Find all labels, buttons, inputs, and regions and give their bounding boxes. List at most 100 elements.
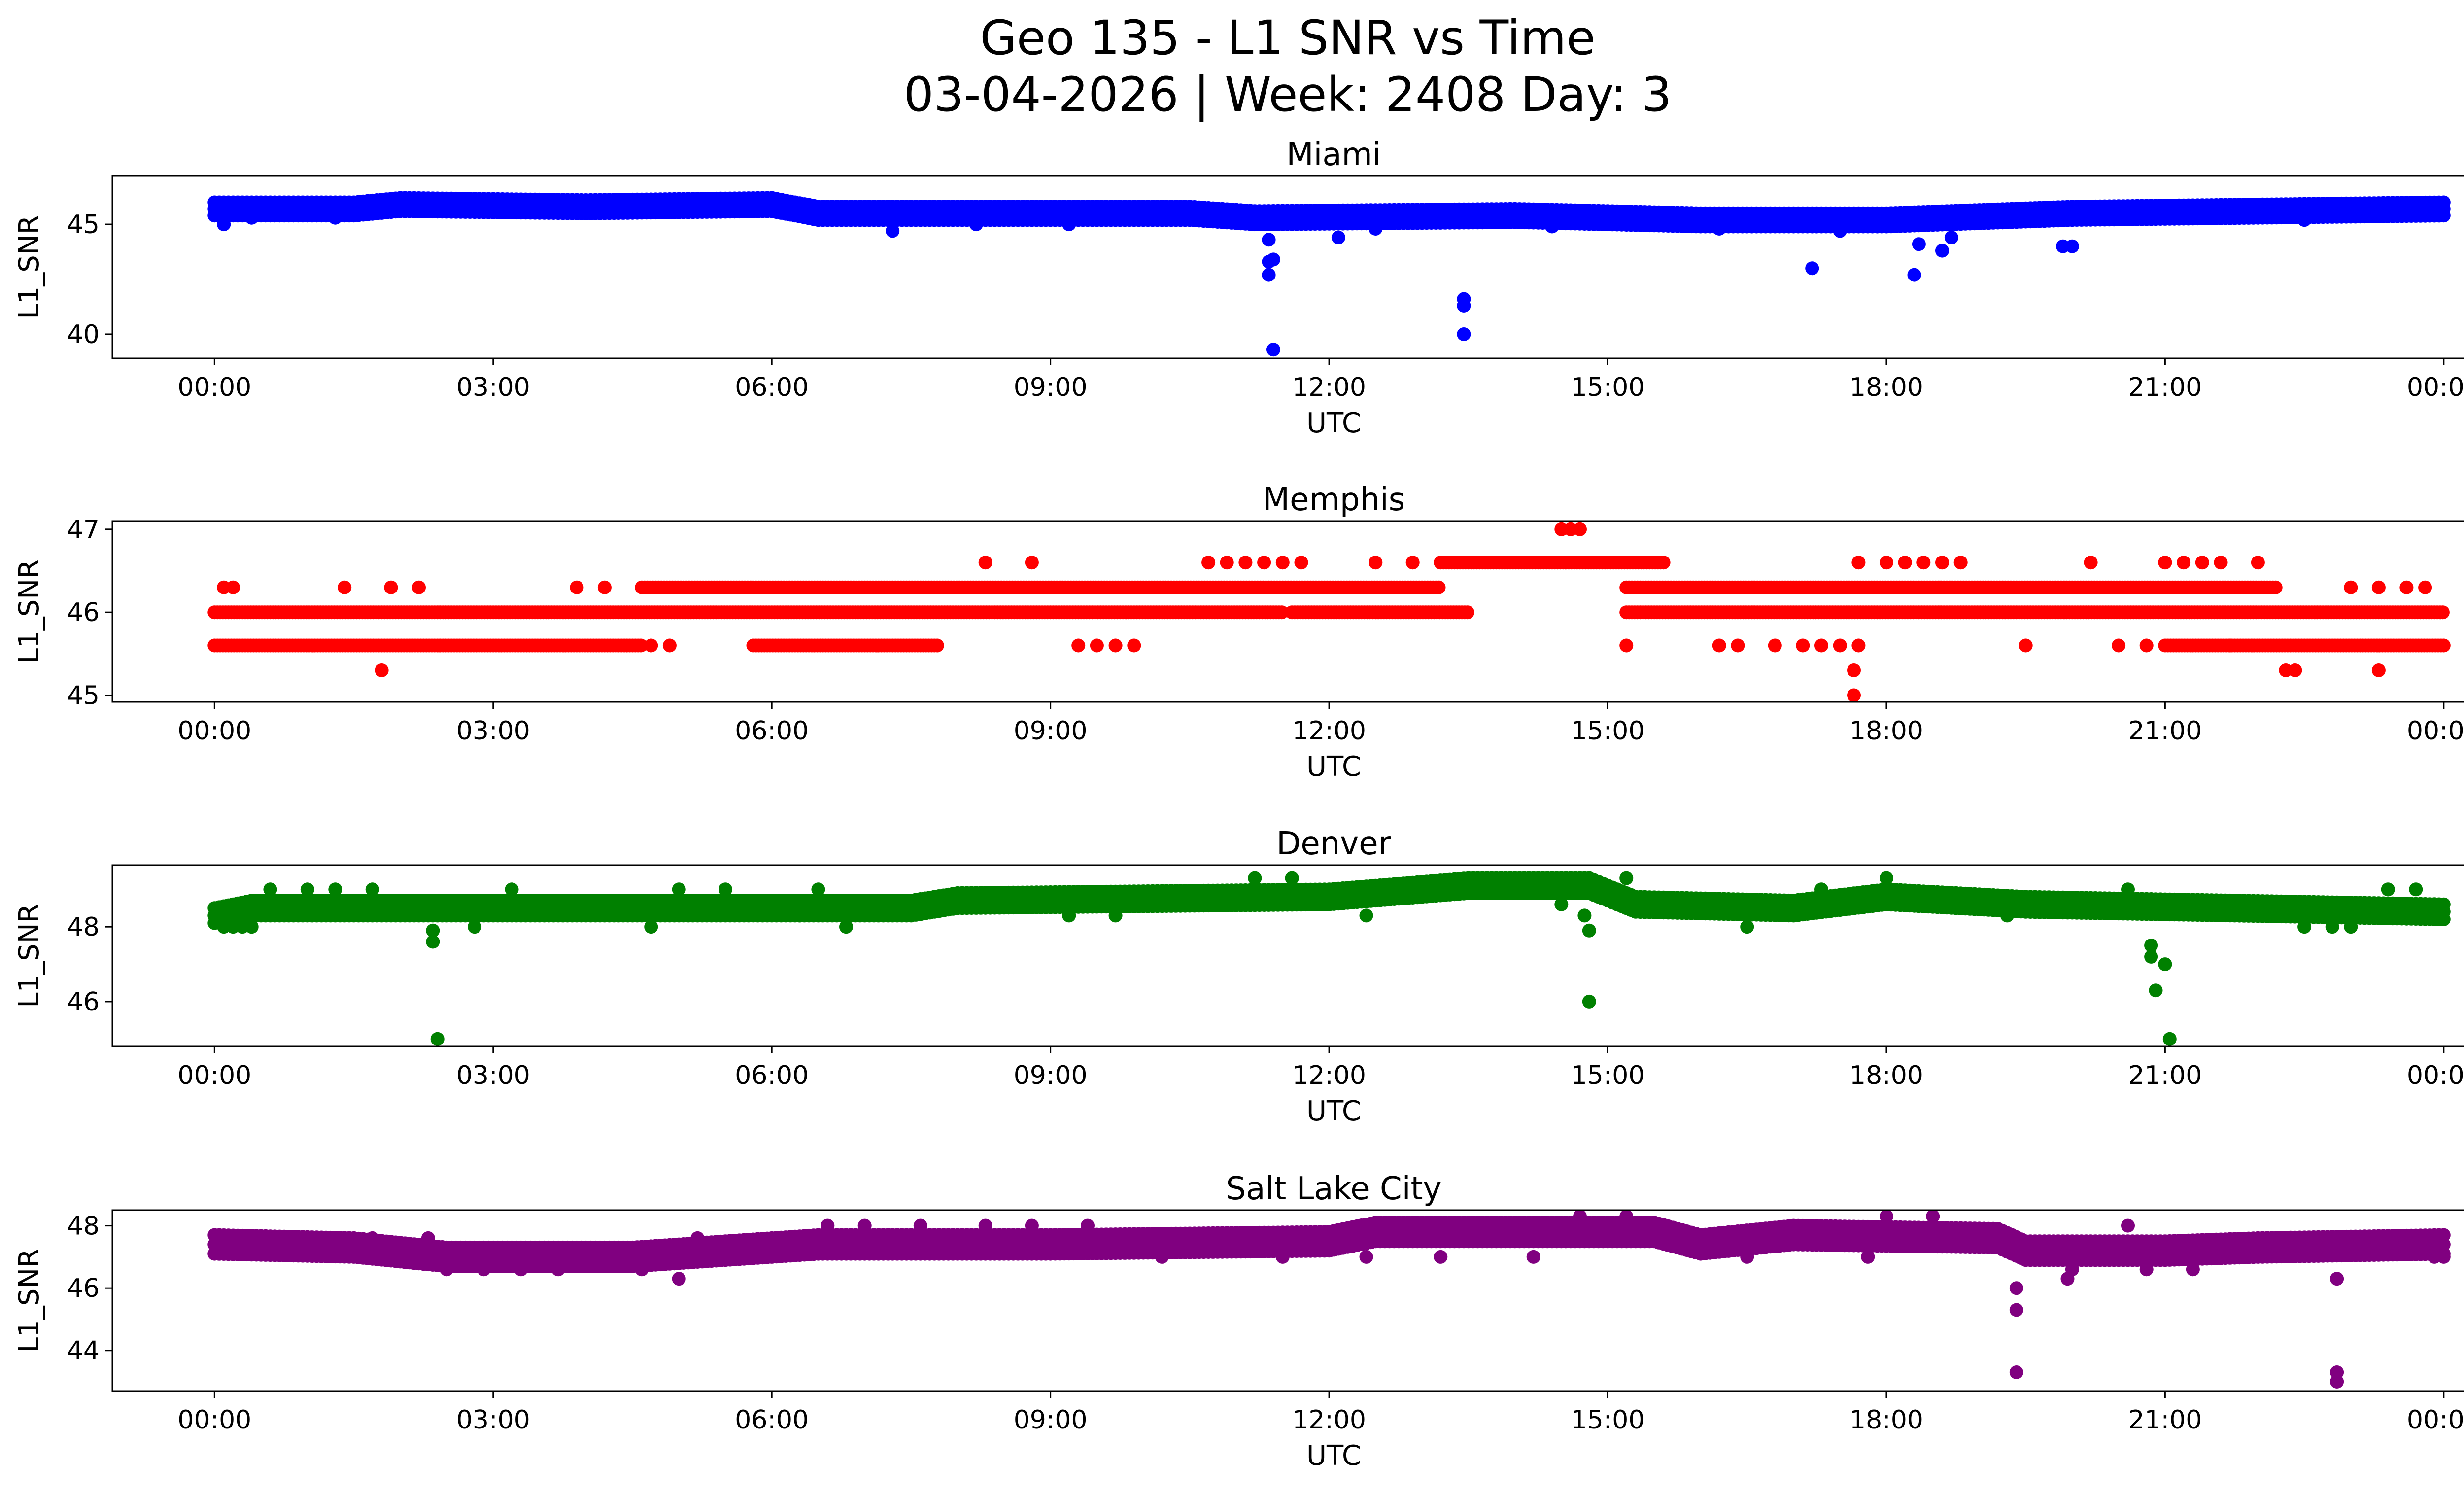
data-point bbox=[226, 581, 240, 594]
outlier-point bbox=[1545, 220, 1559, 234]
x-tick-label: 09:00 bbox=[1014, 373, 1088, 402]
outlier-point bbox=[2344, 920, 2358, 934]
outlier-point bbox=[1266, 343, 1280, 356]
outlier-point bbox=[2409, 882, 2423, 896]
x-tick-label: 06:00 bbox=[735, 716, 809, 746]
outlier-point bbox=[468, 920, 481, 934]
outlier-point bbox=[1935, 244, 1949, 258]
data-point bbox=[384, 581, 398, 594]
y-tick-label: 48 bbox=[67, 912, 100, 942]
x-tick-label: 21:00 bbox=[2128, 1061, 2202, 1090]
outlier-point bbox=[1814, 882, 1828, 896]
outlier-point bbox=[366, 882, 379, 896]
data-point bbox=[2251, 556, 2265, 569]
x-axis-label: UTC bbox=[1306, 1095, 1361, 1127]
outlier-point bbox=[1248, 871, 1262, 885]
data-point bbox=[2372, 581, 2386, 594]
figure-title-line1: Geo 135 - L1 SNR vs Time bbox=[980, 10, 1596, 66]
x-tick-label: 00:00 bbox=[2407, 1061, 2464, 1090]
data-point bbox=[1851, 556, 1865, 569]
data-point bbox=[1657, 556, 1671, 569]
outlier-point bbox=[328, 211, 342, 225]
outlier-point bbox=[1262, 268, 1276, 282]
outlier-point bbox=[217, 217, 231, 231]
outlier-point bbox=[2149, 983, 2163, 997]
data-point bbox=[2112, 639, 2125, 653]
data-point bbox=[1851, 639, 1865, 653]
data-point bbox=[2019, 639, 2033, 653]
outlier-point bbox=[1554, 898, 1568, 911]
data-point bbox=[375, 663, 389, 677]
data-point bbox=[570, 581, 583, 594]
data-point bbox=[1935, 556, 1949, 569]
x-tick-label: 03:00 bbox=[456, 373, 530, 402]
outlier-point bbox=[886, 224, 899, 238]
outlier-point bbox=[2121, 882, 2135, 896]
data-point bbox=[2214, 556, 2228, 569]
data-point bbox=[1833, 639, 1847, 653]
data-point bbox=[1257, 556, 1271, 569]
outlier-point bbox=[1457, 299, 1471, 313]
outlier-point bbox=[301, 882, 314, 896]
x-tick-label: 12:00 bbox=[1292, 373, 1366, 402]
data-point bbox=[1127, 639, 1141, 653]
x-tick-label: 21:00 bbox=[2128, 716, 2202, 746]
data-point bbox=[2288, 663, 2302, 677]
outlier-point bbox=[1833, 224, 1847, 238]
subplot-title: Miami bbox=[1286, 137, 1381, 173]
outlier-point bbox=[2065, 240, 2079, 253]
data-point bbox=[2437, 639, 2451, 653]
data-point bbox=[1731, 639, 1745, 653]
x-tick-label: 15:00 bbox=[1571, 373, 1645, 402]
outlier-point bbox=[1369, 222, 1382, 236]
data-point bbox=[2344, 581, 2358, 594]
outlier-point bbox=[969, 217, 983, 231]
x-tick-label: 18:00 bbox=[1849, 716, 1923, 746]
outlier-point bbox=[1457, 327, 1471, 341]
data-point bbox=[1796, 639, 1810, 653]
outlier-point bbox=[1619, 871, 1633, 885]
outlier-point bbox=[1360, 908, 1373, 922]
outlier-point bbox=[1582, 924, 1596, 938]
x-tick-label: 15:00 bbox=[1571, 716, 1645, 746]
subplot-title: Memphis bbox=[1263, 482, 1405, 518]
data-point bbox=[2223, 639, 2237, 653]
y-tick-label: 46 bbox=[67, 598, 100, 627]
data-point bbox=[2437, 196, 2451, 209]
data-point bbox=[1847, 663, 1861, 677]
data-point bbox=[1847, 689, 1861, 702]
y-tick-label: 46 bbox=[67, 987, 100, 1017]
data-point bbox=[2195, 556, 2209, 569]
y-axis-label: L1_SNR bbox=[13, 559, 45, 663]
data-point bbox=[1432, 581, 1446, 594]
outlier-point bbox=[1582, 995, 1596, 1009]
data-point bbox=[1109, 639, 1123, 653]
outlier-point bbox=[505, 882, 519, 896]
data-point bbox=[2436, 605, 2450, 619]
outlier-point bbox=[1285, 871, 1299, 885]
x-tick-label: 06:00 bbox=[735, 1061, 809, 1090]
figure-title-line2: 03-04-2026 | Week: 2408 Day: 3 bbox=[904, 67, 1672, 123]
outlier-point bbox=[1805, 261, 1819, 275]
outlier-point bbox=[839, 920, 853, 934]
outlier-point bbox=[2326, 920, 2339, 934]
data-point bbox=[1898, 556, 1912, 569]
outlier-point bbox=[328, 882, 342, 896]
data-point bbox=[1768, 639, 1782, 653]
outlier-point bbox=[811, 882, 825, 896]
data-point bbox=[2372, 663, 2386, 677]
data-point bbox=[1880, 556, 1893, 569]
data-point bbox=[338, 581, 351, 594]
outlier-point bbox=[1062, 217, 1076, 231]
x-tick-label: 18:00 bbox=[1849, 373, 1923, 402]
data-point bbox=[2084, 556, 2098, 569]
outlier-point bbox=[2381, 882, 2395, 896]
data-point bbox=[1276, 556, 1290, 569]
data-point bbox=[2399, 581, 2413, 594]
data-point bbox=[930, 639, 944, 653]
x-tick-label: 09:00 bbox=[1014, 716, 1088, 746]
data-point bbox=[2418, 581, 2432, 594]
x-axis-label: UTC bbox=[1306, 751, 1361, 783]
